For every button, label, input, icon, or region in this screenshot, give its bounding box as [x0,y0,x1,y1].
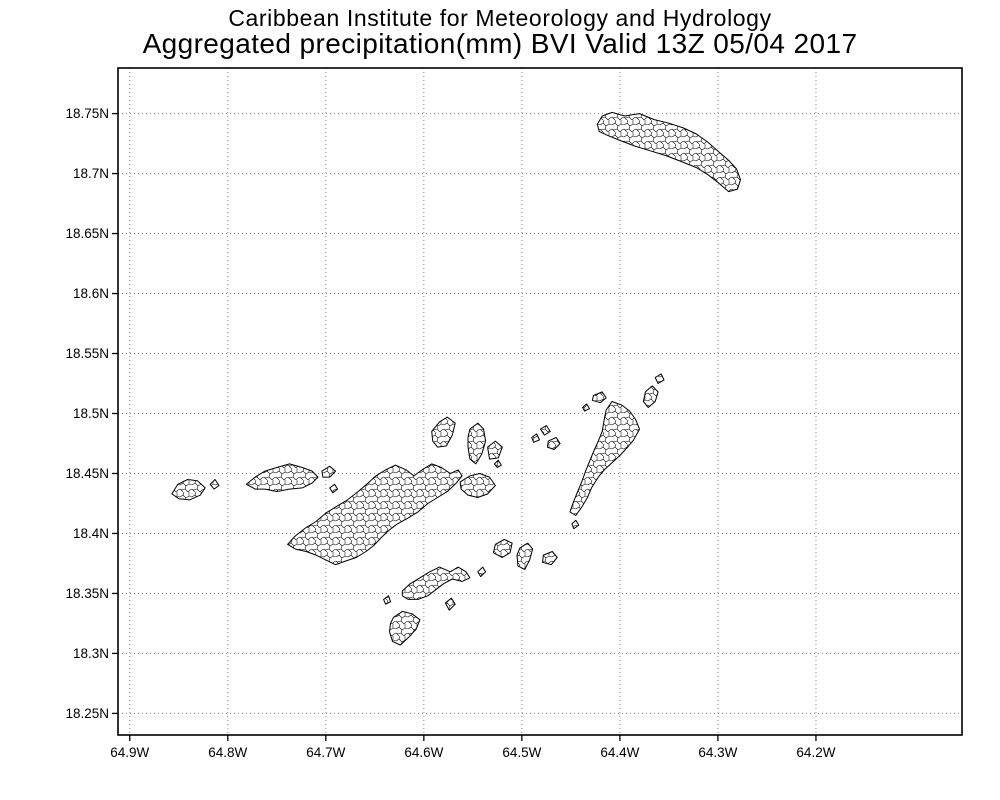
y-axis-label: 18.4N [73,526,109,541]
island-salt-island [492,539,513,558]
plot-frame [117,67,963,736]
island-sandy-cay [329,483,339,494]
island-cooper-island [516,542,534,570]
x-axis-label: 64.4W [600,745,639,760]
island-seal-dogs [582,403,590,412]
plot-title: Aggregated precipitation(mm) BVI Valid 1… [142,28,858,59]
island-great-camanoe [467,422,487,465]
y-axis-label: 18.5N [73,406,109,421]
x-axis-label: 64.8W [208,745,247,760]
island-little-tobago [209,479,220,490]
x-axis-label: 64.3W [698,745,737,760]
island-george-dog [540,425,551,436]
x-axis-label: 64.5W [502,745,541,760]
y-axis-label: 18.65N [65,226,109,241]
island-beef-island [459,473,496,498]
island-tortola [287,463,463,566]
y-axis-label: 18.7N [73,166,109,181]
island-little-jost-van-dyke [321,465,337,478]
x-axis-label: 64.7W [306,745,345,760]
x-axis-label: 64.9W [110,745,149,760]
y-axis-label: 18.75N [65,106,109,121]
islands-layer [171,111,741,646]
island-norman-island [389,610,421,646]
institute-title: Caribbean Institute for Meteorology and … [228,5,772,31]
island-fallen-jerusalem [571,519,580,530]
x-axis-label: 64.6W [404,745,443,760]
y-axis-label: 18.3N [73,646,109,661]
island-ginger-island [542,551,558,566]
island-scrub-island [487,440,503,460]
island-dead-chest [477,566,487,578]
island-jost-van-dyke [245,463,319,492]
island-anegada [596,111,741,193]
y-axis-label: 18.25N [65,706,109,721]
island-virgin-gorda [569,401,640,516]
island-west-dog [531,433,540,443]
y-axis-label: 18.6N [73,286,109,301]
island-great-tobago [171,479,206,501]
island-pelican-island [383,595,391,605]
island-necker-island [654,373,665,384]
x-axis-label: 64.2W [796,745,835,760]
island-marina-cay [493,459,502,468]
y-axis-label: 18.45N [65,466,109,481]
island-peter-island [401,566,471,600]
y-axis-label: 18.35N [65,586,109,601]
axis-ticks-layer [112,112,817,741]
island-mosquito-island [591,391,607,404]
island-key-cay [444,597,456,611]
island-great-dog [546,437,561,450]
island-prickly-pear [642,385,659,408]
island-guana-island [431,416,456,448]
grid-lines-layer [118,68,962,735]
y-axis-label: 18.55N [65,346,109,361]
axis-labels-layer: 64.9W 64.8W 64.7W 64.6W 64.5W 64.4W 64.3W 64.2W… [65,106,835,760]
